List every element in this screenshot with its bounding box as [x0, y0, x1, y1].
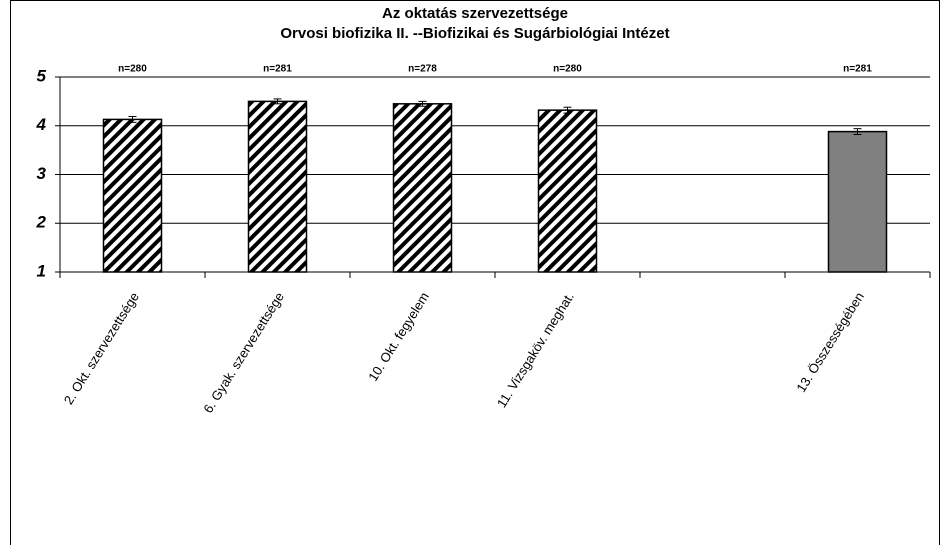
- n-label: n=280: [118, 64, 147, 75]
- n-label: n=280: [553, 64, 582, 75]
- y-tick-label: 2: [36, 213, 47, 232]
- bar: [537, 109, 598, 273]
- y-tick-label: 5: [37, 66, 47, 85]
- y-tick-label: 1: [37, 261, 46, 280]
- n-label: n=281: [843, 64, 872, 75]
- n-label: n=281: [263, 64, 292, 75]
- y-tick-label: 3: [37, 164, 47, 183]
- bar: [102, 118, 163, 273]
- chart-subtitle: Orvosi biofizika II. --Biofizikai és Sug…: [280, 25, 669, 42]
- chart-title: Az oktatás szervezettsége: [382, 5, 568, 22]
- chart-border: [10, 0, 940, 545]
- bar: [827, 130, 888, 273]
- n-label: n=278: [408, 64, 437, 75]
- bar: [247, 100, 308, 273]
- bar: [392, 103, 453, 273]
- y-tick-label: 4: [36, 115, 47, 134]
